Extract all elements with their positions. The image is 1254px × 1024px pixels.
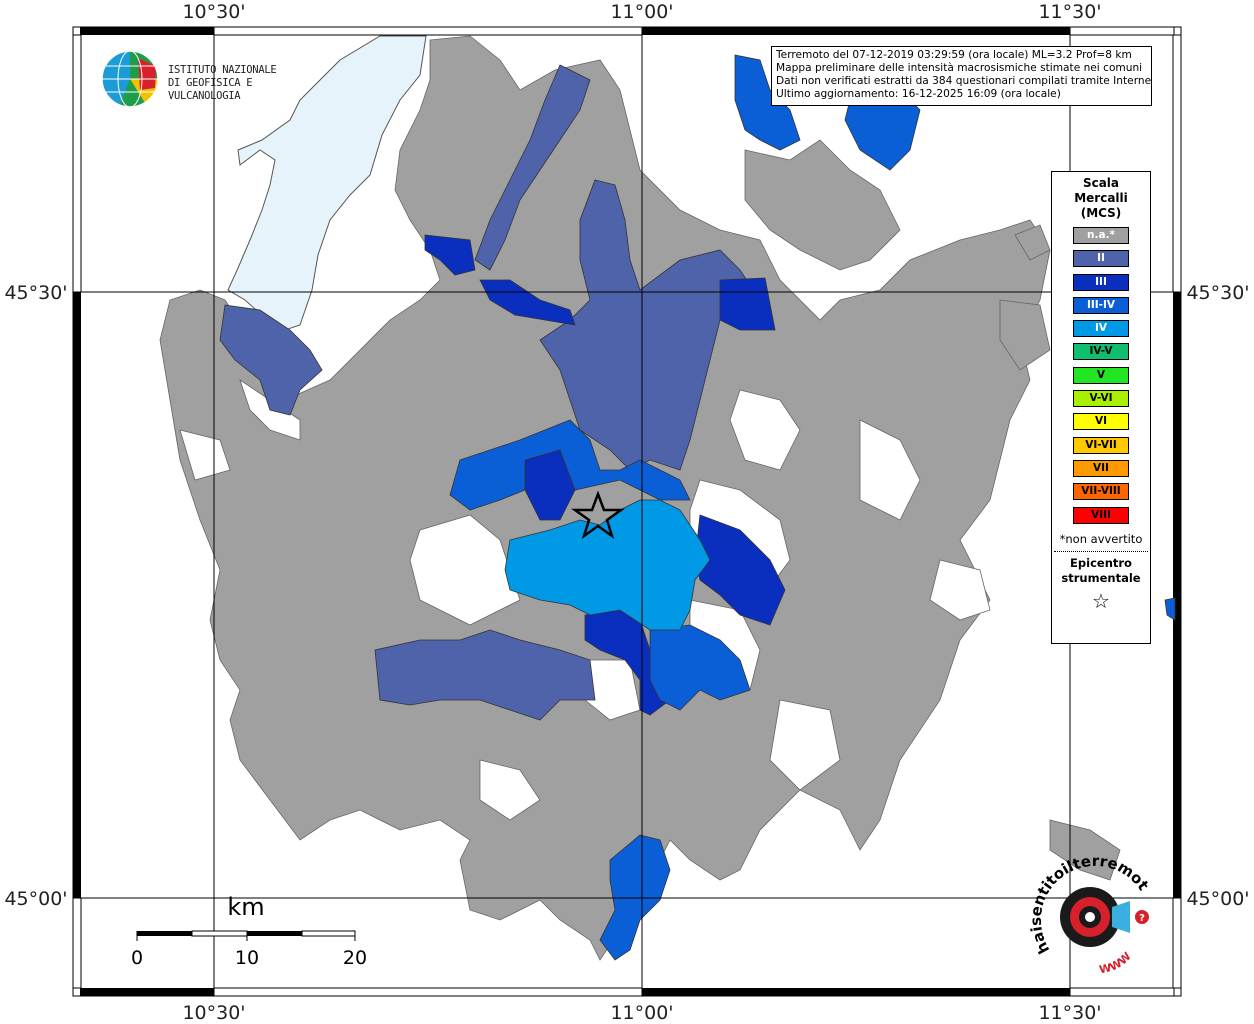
- lon-label-top-2: 11°00': [610, 1, 673, 23]
- legend-item: IV: [1073, 320, 1129, 338]
- legend-title: Scala Mercalli (MCS): [1052, 176, 1150, 221]
- info-line-updated: Ultimo aggiornamento: 16-12-2025 16:09 (…: [776, 88, 1061, 100]
- lon-label-top-3: 11°30': [1038, 1, 1101, 23]
- legend-title-line2: Mercalli: [1074, 191, 1128, 205]
- lon-label-bottom-3: 11°30': [1038, 1002, 1101, 1024]
- lat-label-left-1: 45°30': [4, 282, 67, 304]
- lat-label-right-1: 45°30': [1186, 282, 1249, 304]
- info-line-event: Terremoto del 07-12-2019 03:29:59 (ora l…: [776, 49, 1132, 61]
- scale-bar-unit: km: [227, 893, 264, 921]
- haisentito-logo: haisentitoilterremoto.it WWW ?: [1025, 841, 1160, 985]
- earthquake-info-box: Terremoto del 07-12-2019 03:29:59 (ora l…: [771, 46, 1152, 106]
- legend-divider: [1054, 550, 1148, 552]
- legend-epicenter-line1: Epicentro: [1070, 555, 1132, 570]
- info-line-source: Dati non verificati estratti da 384 ques…: [776, 75, 1152, 87]
- legend-item: VI: [1073, 413, 1129, 431]
- legend-item: III: [1073, 273, 1129, 291]
- haisentito-www-text: WWW: [1098, 950, 1134, 977]
- legend-title-line1: Scala: [1082, 176, 1120, 190]
- lat-label-left-2: 45°00': [4, 888, 67, 910]
- intensity-legend: Scala Mercalli (MCS) n.a.* II III III-IV IV I…: [1051, 171, 1151, 644]
- lon-label-bottom-2: 11°00': [610, 1002, 673, 1024]
- legend-epicenter-label: Epicentro strumentale: [1052, 556, 1150, 586]
- legend-item: IV-V: [1073, 343, 1129, 361]
- lon-label-bottom-1: 10°30': [182, 1002, 245, 1024]
- legend-footnote: *non avvertito: [1059, 531, 1143, 546]
- svg-text:?: ?: [1139, 913, 1145, 924]
- legend-item: V-VI: [1073, 390, 1129, 408]
- legend-item: n.a.*: [1073, 227, 1129, 244]
- scale-bar: km 0 10 20: [131, 893, 367, 969]
- ingv-name-line2: DI GEOFISICA E VULCANOLOGIA: [168, 77, 253, 102]
- legend-item: VII: [1073, 459, 1129, 477]
- scale-bar-tick-10: 10: [235, 947, 259, 969]
- scale-bar-tick-0: 0: [131, 947, 143, 969]
- coordinate-labels: 10°30' 11°00' 11°30' 10°30' 11°00' 11°30…: [4, 1, 1249, 1024]
- legend-item: VI-VII: [1073, 436, 1129, 454]
- region-intensity-iii: [424, 234, 786, 716]
- lon-label-top-1: 10°30': [182, 1, 245, 23]
- legend-epicenter-line2: strumentale: [1061, 570, 1141, 585]
- lat-label-right-2: 45°00': [1186, 888, 1249, 910]
- info-line-description: Mappa preliminare delle intensità macros…: [776, 62, 1143, 74]
- legend-title-line3: (MCS): [1080, 206, 1122, 220]
- legend-item: VIII: [1073, 506, 1129, 524]
- legend-item: V: [1073, 366, 1129, 384]
- legend-item: II: [1073, 250, 1129, 268]
- scale-bar-tick-20: 20: [343, 947, 367, 969]
- legend-star-icon: ☆: [1092, 588, 1110, 613]
- ingv-name: ISTITUTO NAZIONALE DI GEOFISICA E VULCAN…: [168, 64, 330, 103]
- legend-item: VII-VIII: [1073, 483, 1129, 501]
- svg-text:WWW: WWW: [1098, 950, 1134, 977]
- lake-garda: [227, 35, 427, 331]
- region-intensity-ii: [219, 64, 761, 721]
- ingv-globe-icon: [101, 50, 159, 108]
- ingv-logo: ISTITUTO NAZIONALE DI GEOFISICA E VULCAN…: [100, 48, 330, 110]
- epicenter-star-icon: [571, 490, 625, 540]
- haisentito-target-icon: haisentitoilterremoto.it WWW ?: [1025, 841, 1153, 977]
- legend-items: n.a.* II III III-IV IV IV-V V V-VI VI VI-VII VII VI…: [1052, 227, 1150, 524]
- ingv-name-line1: ISTITUTO NAZIONALE: [168, 64, 277, 76]
- legend-item: III-IV: [1073, 296, 1129, 314]
